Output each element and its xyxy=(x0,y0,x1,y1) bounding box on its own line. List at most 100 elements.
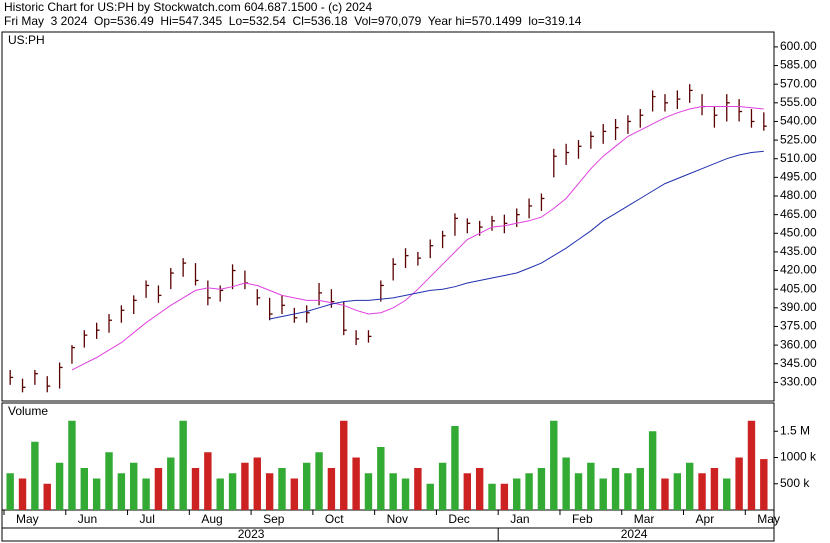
volume-bar xyxy=(426,483,434,510)
month-label: Sep xyxy=(263,512,285,526)
month-label: May xyxy=(757,512,780,526)
volume-bar xyxy=(673,473,682,510)
volume-bar xyxy=(6,473,14,510)
volume-bar xyxy=(414,468,422,510)
month-label: Aug xyxy=(201,512,222,526)
month-label: May xyxy=(16,512,39,526)
month-label: Jul xyxy=(140,512,155,526)
volume-bar xyxy=(290,478,299,510)
volume-bar xyxy=(574,473,583,510)
y-tick-label: 390.00 xyxy=(780,300,817,314)
volume-bar xyxy=(636,468,644,510)
volume-bar xyxy=(228,473,237,510)
volume-bar xyxy=(624,473,632,510)
month-label: Nov xyxy=(387,512,408,526)
month-label: Jan xyxy=(510,512,529,526)
volume-bar xyxy=(216,478,224,510)
volume-bar xyxy=(685,462,694,510)
volume-bar xyxy=(31,441,39,510)
y-tick-label: 600.00 xyxy=(780,39,817,53)
volume-bar xyxy=(241,462,249,510)
month-label: Dec xyxy=(448,512,469,526)
volume-tick-label: 500 k xyxy=(780,476,810,490)
volume-bar xyxy=(661,478,669,510)
volume-bar xyxy=(302,462,311,510)
volume-bar xyxy=(315,452,323,510)
volume-label: Volume xyxy=(8,404,48,418)
volume-bar xyxy=(760,459,768,510)
y-tick-label: 375.00 xyxy=(780,319,817,333)
volume-bar xyxy=(723,478,731,510)
volume-bar xyxy=(451,426,459,510)
y-tick-label: 510.00 xyxy=(780,151,817,165)
volume-bar xyxy=(80,468,89,510)
volume-bar xyxy=(562,457,570,510)
y-tick-label: 495.00 xyxy=(780,170,817,184)
chart-subtitle: Fri May 3 2024 Op=536.49 Hi=547.345 Lo=5… xyxy=(4,14,582,28)
y-tick-label: 465.00 xyxy=(780,207,817,221)
year-label: 2023 xyxy=(238,527,265,541)
volume-bar xyxy=(167,457,175,510)
y-tick-label: 345.00 xyxy=(780,356,817,370)
volume-bar xyxy=(253,457,261,510)
volume-bar xyxy=(130,462,138,510)
volume-bar xyxy=(550,420,558,510)
y-tick-label: 480.00 xyxy=(780,188,817,202)
month-label: Oct xyxy=(325,512,344,526)
volume-bar xyxy=(747,420,756,510)
price-panel xyxy=(1,31,775,402)
volume-bar xyxy=(142,478,150,510)
y-tick-label: 525.00 xyxy=(780,132,817,146)
volume-bar xyxy=(43,483,51,510)
volume-bar xyxy=(204,452,212,510)
volume-bar xyxy=(117,473,126,510)
y-tick-label: 570.00 xyxy=(780,76,817,90)
volume-bar xyxy=(525,473,533,510)
volume-bar xyxy=(513,478,521,510)
volume-bar xyxy=(18,478,27,510)
volume-bar xyxy=(438,462,447,510)
volume-bar xyxy=(265,473,274,510)
month-label: Apr xyxy=(696,512,715,526)
moving-average-long xyxy=(269,150,764,320)
y-tick-label: 360.00 xyxy=(780,337,817,351)
volume-bar xyxy=(389,473,397,510)
volume-bar xyxy=(599,478,607,510)
volume-bar xyxy=(537,468,546,510)
y-tick-label: 585.00 xyxy=(780,58,817,72)
volume-bar xyxy=(710,468,719,510)
volume-bar xyxy=(500,483,509,510)
date-axis xyxy=(1,509,775,542)
year-label: 2024 xyxy=(621,527,648,541)
volume-bar xyxy=(401,478,410,510)
y-tick-label: 435.00 xyxy=(780,244,817,258)
volume-bar xyxy=(68,420,76,510)
volume-bar xyxy=(463,473,472,510)
volume-bar xyxy=(611,468,620,510)
volume-bar xyxy=(352,457,360,510)
y-tick-label: 330.00 xyxy=(780,375,817,389)
volume-bar xyxy=(377,447,385,510)
volume-bar xyxy=(327,468,336,510)
volume-bar xyxy=(278,468,286,510)
volume-bar xyxy=(154,468,163,510)
volume-bar xyxy=(648,431,657,510)
volume-tick-label: 1000 k xyxy=(780,450,817,464)
volume-bar xyxy=(92,478,101,510)
volume-bar xyxy=(698,473,706,510)
volume-tick-label: 1.5 M xyxy=(780,423,810,437)
volume-bar xyxy=(587,462,595,510)
month-label: Feb xyxy=(572,512,593,526)
volume-bar xyxy=(364,473,373,510)
volume-bar xyxy=(340,420,348,510)
volume-bar xyxy=(191,468,200,510)
y-tick-label: 540.00 xyxy=(780,114,817,128)
month-label: Jun xyxy=(78,512,97,526)
y-tick-label: 405.00 xyxy=(780,281,817,295)
symbol-label: US:PH xyxy=(8,33,45,47)
volume-bar xyxy=(735,457,743,510)
y-tick-label: 450.00 xyxy=(780,225,817,239)
